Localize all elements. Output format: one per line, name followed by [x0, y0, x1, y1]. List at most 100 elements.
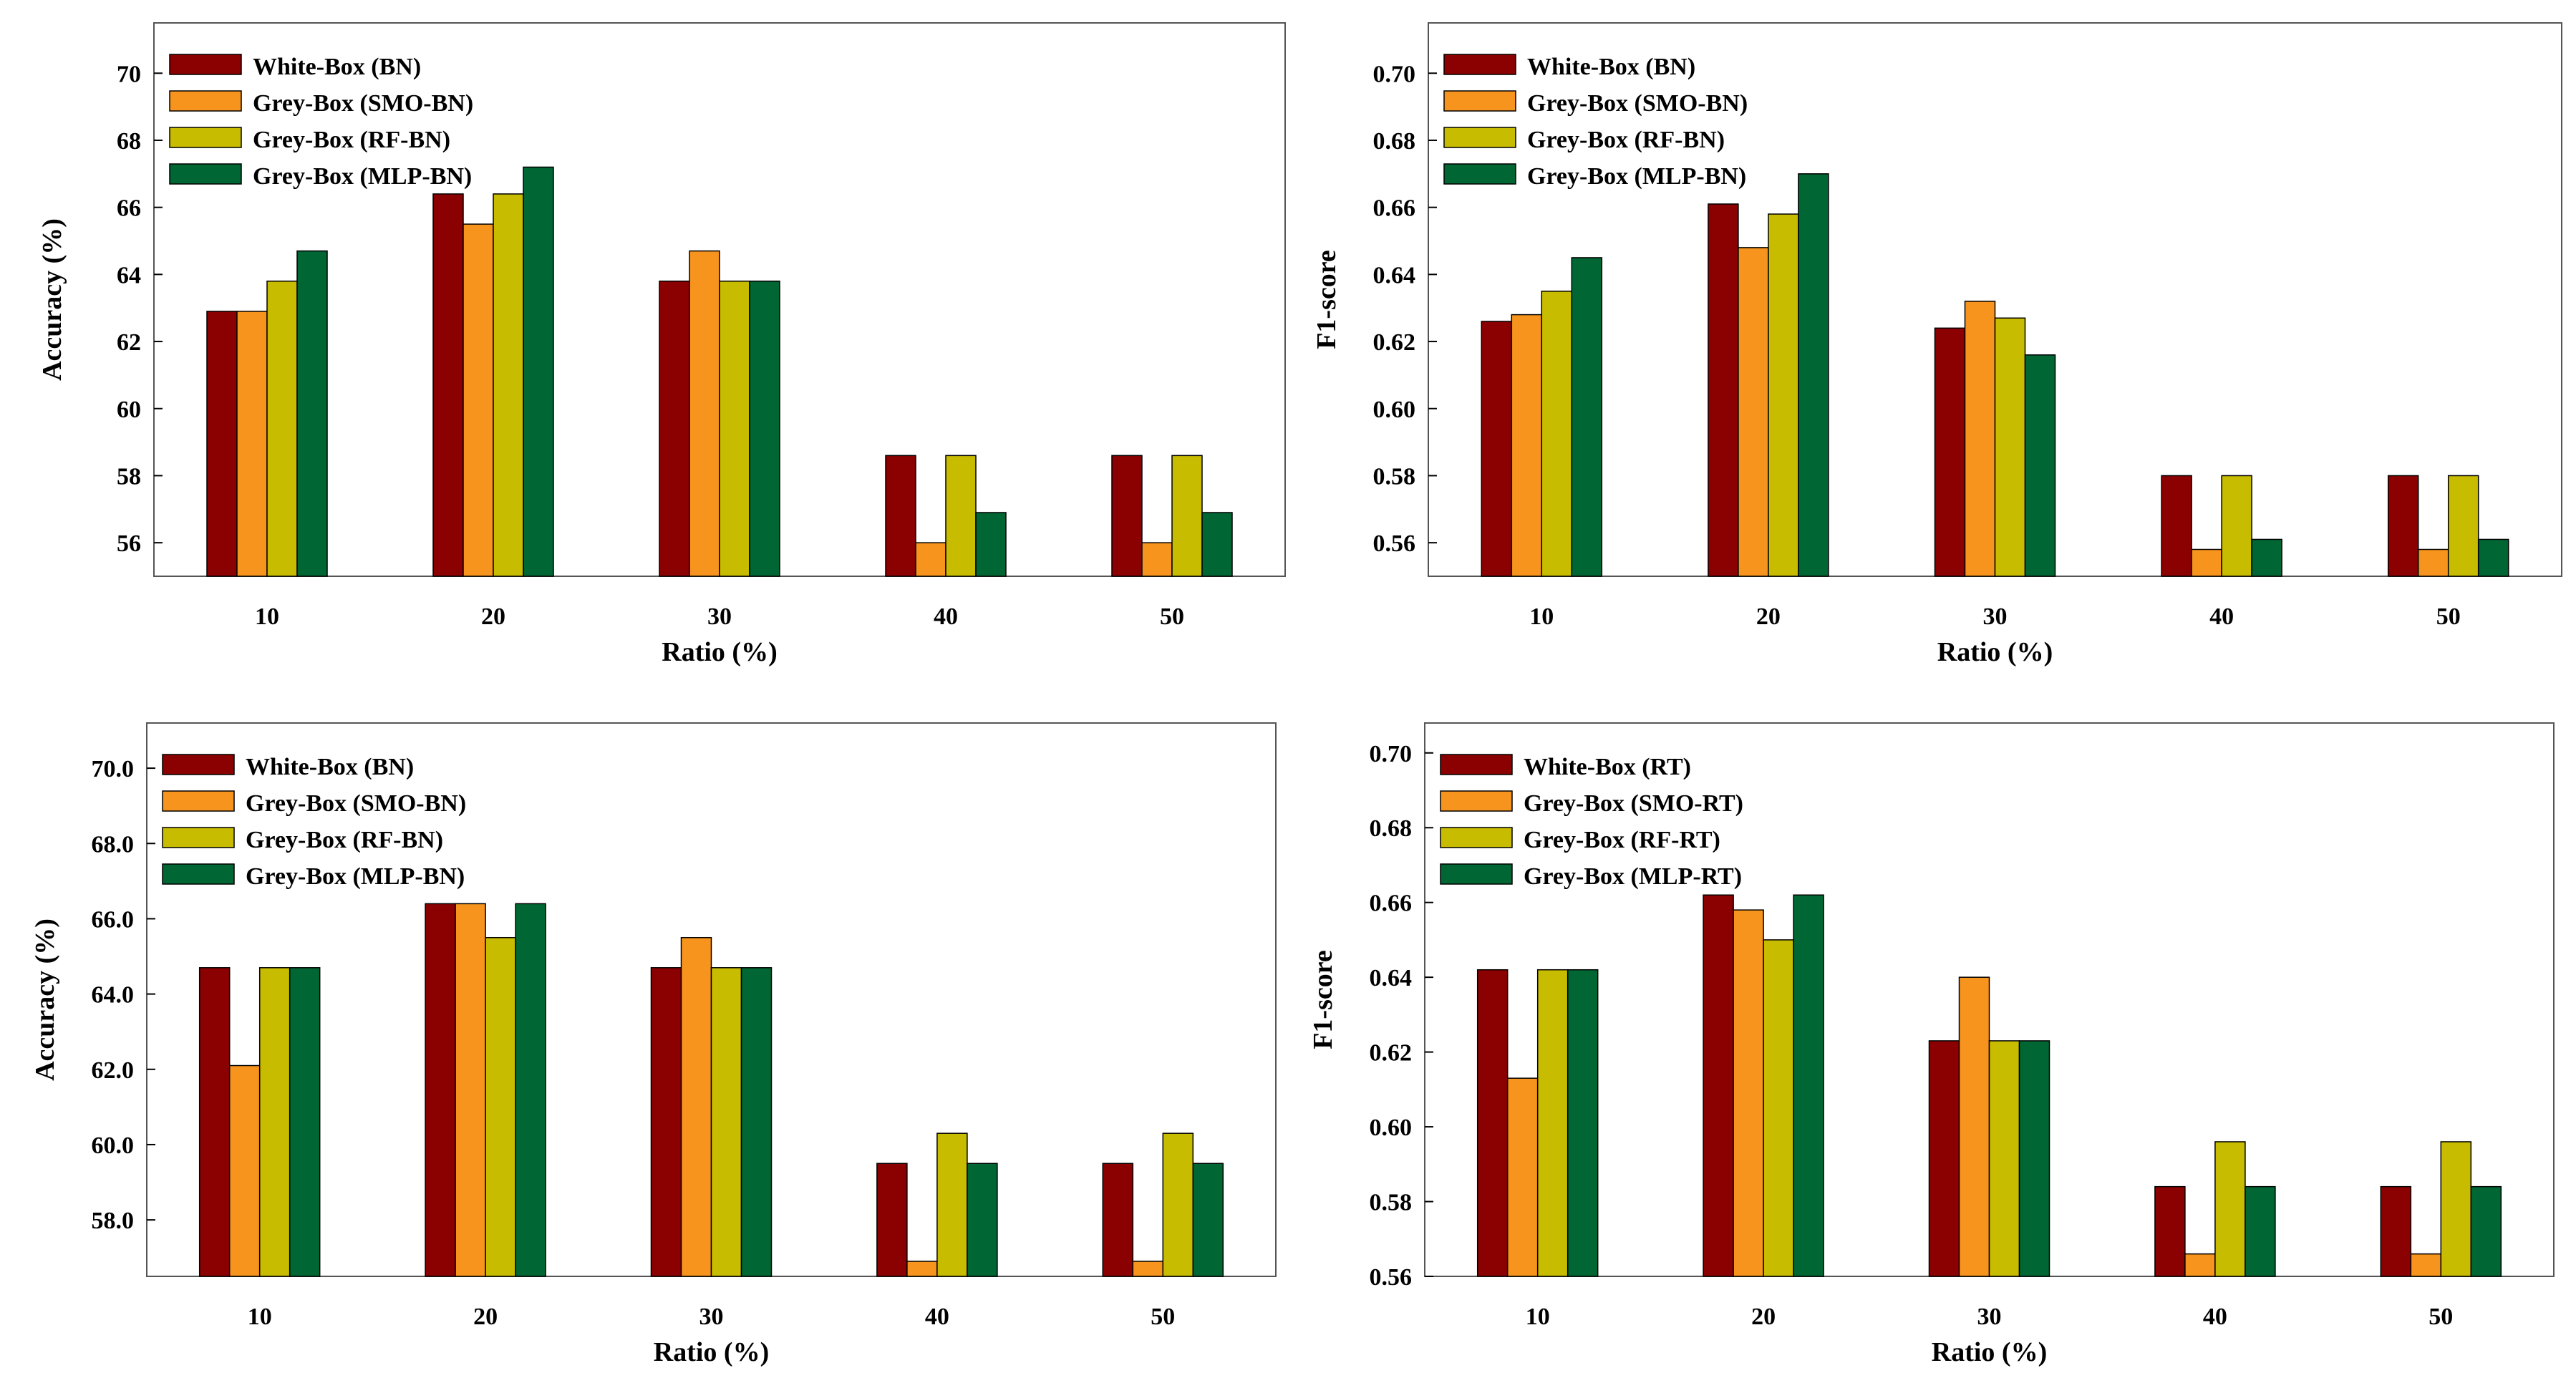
bar-grey-box-smo-bn-30 [689, 250, 720, 577]
y-tick-label: 0.70 [1370, 741, 1413, 767]
x-tick-label: 40 [934, 603, 958, 630]
x-tick-label: 30 [1977, 1304, 2002, 1330]
bar-white-box-bn-50 [2387, 475, 2419, 577]
bar-grey-box-mlp-bn-50 [2477, 538, 2509, 577]
bar-grey-box-smo-bn-20 [455, 903, 486, 1277]
x-tick-label: 10 [248, 1304, 272, 1330]
bar-grey-box-mlp-bn-40 [975, 512, 1007, 577]
bar-grey-box-smo-rt-10 [1506, 1077, 1539, 1277]
chart-panel-2: 0.56 0.58 0.60 0.62 0.64 0.66 0.68 0.70 10 20 30 40… [1312, 22, 2562, 667]
chart-panel-3: 58.0 60.0 62.0 64.0 66.0 68.0 70.0 10 20 30 40 50 Ra… [30, 722, 1277, 1367]
legend-swatch [162, 827, 235, 848]
legend-swatch [1443, 90, 1516, 112]
bar-white-box-bn-20 [432, 193, 464, 577]
bar-grey-box-mlp-bn-30 [2024, 354, 2056, 577]
bar-white-box-rt-20 [1703, 894, 1734, 1277]
bar-grey-box-rf-bn-50 [2447, 475, 2479, 577]
x-tick-label: 20 [473, 1304, 498, 1330]
bar-grey-box-rf-bn-10 [1541, 291, 1573, 577]
bar-grey-box-rf-rt-30 [1988, 1040, 2020, 1277]
bar-white-box-rt-40 [2154, 1185, 2186, 1277]
bar-grey-box-rf-rt-50 [2440, 1141, 2472, 1277]
bar-white-box-rt-50 [2380, 1185, 2412, 1277]
bar-grey-box-smo-bn-30 [680, 936, 712, 1277]
bar-grey-box-rf-bn-40 [936, 1132, 968, 1277]
y-tick-label: 62 [117, 329, 141, 356]
x-axis-label: Ratio (%) [1937, 637, 2053, 667]
bar-grey-box-rf-bn-20 [1768, 213, 1799, 577]
y-tick-label: 68.0 [92, 831, 135, 858]
bar-grey-box-rf-bn-30 [710, 967, 742, 1277]
legend-label: White-Box (BN) [253, 54, 421, 80]
legend-label: Grey-Box (MLP-BN) [246, 863, 465, 890]
bar-grey-box-rf-bn-10 [258, 967, 291, 1277]
bar-grey-box-mlp-bn-30 [749, 280, 780, 577]
legend-label: Grey-Box (MLP-BN) [1527, 163, 1746, 190]
bar-grey-box-smo-rt-50 [2410, 1253, 2442, 1277]
legend-label: Grey-Box (RF-BN) [253, 127, 450, 153]
y-tick-label: 0.64 [1370, 965, 1413, 991]
y-tick-label: 60.0 [92, 1132, 135, 1159]
bar-grey-box-mlp-bn-10 [289, 967, 321, 1277]
x-tick-label: 40 [925, 1304, 949, 1330]
y-tick-label: 0.64 [1373, 262, 1416, 288]
y-tick-label: 0.66 [1373, 195, 1416, 222]
y-tick-label: 0.58 [1373, 463, 1416, 490]
bar-grey-box-mlp-bn-30 [740, 967, 773, 1277]
legend-label: White-Box (RT) [1524, 754, 1691, 780]
bar-white-box-bn-30 [650, 967, 682, 1277]
bar-white-box-bn-30 [659, 280, 690, 577]
legend-label: Grey-Box (SMO-RT) [1524, 790, 1743, 817]
bar-grey-box-mlp-bn-20 [515, 903, 546, 1277]
legend-swatch [169, 163, 242, 185]
legend-label: Grey-Box (SMO-BN) [1527, 90, 1748, 117]
y-tick-label: 0.60 [1370, 1115, 1413, 1141]
bar-grey-box-rf-rt-40 [2214, 1141, 2246, 1277]
legend-swatch [169, 90, 242, 112]
bar-grey-box-mlp-rt-20 [1793, 894, 1824, 1277]
legend-label: Grey-Box (SMO-BN) [253, 90, 473, 117]
legend-swatch [1440, 827, 1513, 848]
bar-grey-box-mlp-bn-10 [296, 250, 328, 577]
bar-white-box-bn-20 [425, 903, 456, 1277]
y-tick-label: 0.58 [1370, 1190, 1413, 1216]
y-tick-label: 0.68 [1373, 128, 1416, 155]
bar-grey-box-smo-bn-20 [463, 223, 494, 577]
x-tick-label: 30 [1983, 603, 2008, 630]
x-tick-label: 20 [1751, 1304, 1776, 1330]
bar-grey-box-rf-bn-30 [1994, 317, 2026, 577]
legend-swatch [1440, 790, 1513, 812]
y-tick-label: 0.60 [1373, 397, 1416, 423]
bar-white-box-bn-10 [1481, 321, 1513, 577]
bar-white-box-bn-10 [206, 311, 238, 577]
bar-grey-box-mlp-bn-50 [1201, 512, 1233, 577]
bar-grey-box-mlp-bn-40 [2251, 538, 2282, 577]
legend-label: Grey-Box (RF-BN) [1527, 127, 1725, 153]
legend: White-Box (BN) Grey-Box (SMO-BN) Grey-Box … [162, 754, 466, 890]
y-axis-label: F1-score [1308, 950, 1338, 1049]
x-tick-label: 10 [255, 603, 279, 630]
bar-grey-box-smo-bn-20 [1738, 247, 1769, 577]
x-tick-label: 10 [1526, 1304, 1550, 1330]
y-tick-label: 66.0 [92, 906, 135, 933]
x-tick-label: 10 [1529, 603, 1554, 630]
bar-grey-box-mlp-bn-50 [1192, 1163, 1224, 1277]
x-tick-label: 30 [699, 1304, 724, 1330]
x-tick-label: 20 [1756, 603, 1781, 630]
x-tick-label: 50 [2429, 1304, 2453, 1330]
bar-white-box-bn-40 [885, 455, 916, 577]
bar-white-box-bn-50 [1102, 1163, 1134, 1277]
legend: White-Box (BN) Grey-Box (SMO-BN) Grey-Box … [169, 54, 473, 190]
bar-grey-box-smo-bn-50 [2417, 548, 2449, 577]
bar-grey-box-smo-bn-10 [236, 311, 268, 577]
bar-grey-box-mlp-rt-40 [2245, 1185, 2276, 1277]
bar-grey-box-mlp-bn-40 [967, 1163, 998, 1277]
legend: White-Box (BN) Grey-Box (SMO-BN) Grey-Box … [1443, 54, 1748, 190]
y-tick-label: 0.62 [1370, 1040, 1413, 1067]
bar-grey-box-rf-bn-40 [945, 455, 977, 577]
bar-grey-box-smo-rt-30 [1958, 976, 1990, 1277]
bar-grey-box-rf-rt-20 [1763, 939, 1794, 1277]
y-axis-label: Accuracy (%) [37, 218, 67, 381]
chart-panel-1: 56 58 60 62 64 66 68 70 10 20 30 40 50 Ratio (%) Accur… [37, 22, 1286, 667]
bar-grey-box-mlp-bn-20 [523, 166, 554, 577]
